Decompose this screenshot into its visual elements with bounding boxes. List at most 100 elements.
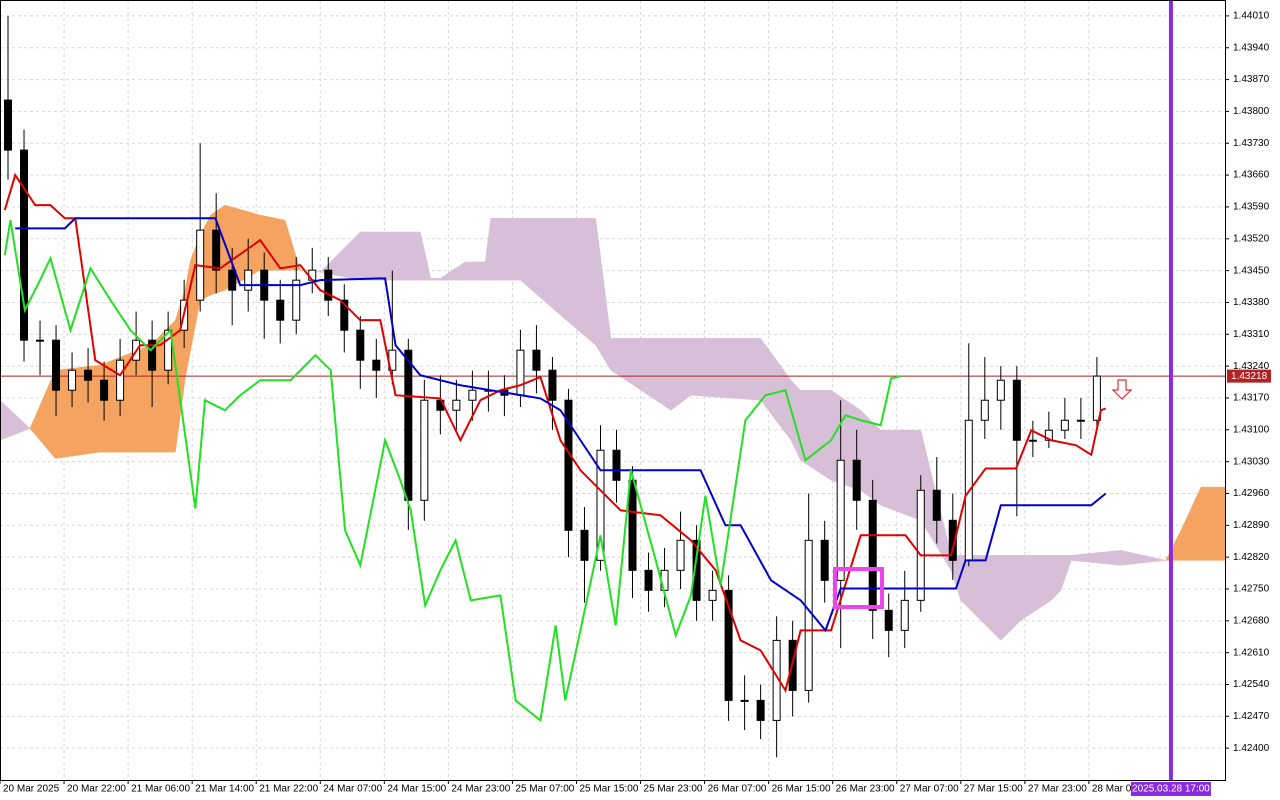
x-tick-label: 25 Mar 15:00 [579,784,638,795]
candle-body [916,489,925,601]
y-tick-label: 1.43310 [1233,329,1270,340]
y-tick-label: 1.42400 [1233,743,1270,754]
candle-body [996,379,1005,401]
y-tick-label: 1.43240 [1233,361,1270,372]
candle-body [852,459,861,501]
highlight-box [833,567,884,609]
axes: 1.44010 1.43940 1.43870 1.43800 1.43730 1.436… [0,11,1271,796]
candle-body [596,449,605,561]
bid-label-box [1227,369,1271,383]
x-tick-label: 20 Mar 2025 [3,784,60,795]
candle-body [404,349,413,501]
x-tick-label: 26 Mar 07:00 [708,784,767,795]
candle-body [564,399,573,531]
y-tick-label: 1.42610 [1233,647,1270,658]
candle-body [676,539,685,571]
candle-body [948,519,957,561]
x-tick-label: 21 Mar 22:00 [259,784,318,795]
x-tick-label: 25 Mar 07:00 [515,784,574,795]
candle-body [324,269,333,301]
y-tick-label: 1.42680 [1233,615,1270,626]
indicator-line [3,219,901,723]
candle-body [980,399,989,421]
candle-body [932,489,941,521]
y-tick-label: 1.43940 [1233,42,1270,53]
y-tick-label: 1.42820 [1233,552,1270,563]
x-tick-label: 24 Mar 07:00 [323,784,382,795]
candle-body [4,99,13,151]
candle-body [516,349,525,396]
indicator-lines [3,172,1107,723]
x-tick-label: 26 Mar 15:00 [772,784,831,795]
candle-body [276,299,285,321]
y-tick-label: 1.42960 [1233,488,1270,499]
x-tick-label: 20 Mar 22:00 [67,784,126,795]
candle-body [692,539,701,601]
y-tick-label: 1.43660 [1233,170,1270,181]
y-tick-label: 1.43730 [1233,138,1270,149]
y-tick-label: 1.43870 [1233,74,1270,85]
y-tick-label: 1.43170 [1233,393,1270,404]
x-tick-label: 21 Mar 06:00 [131,784,190,795]
x-tick-label: 28 Mar 07:00 [1092,784,1151,795]
candle-body [340,299,349,331]
candle-body [420,399,429,501]
candle-body [644,569,653,591]
candle-body [724,589,733,701]
y-tick-label: 1.43030 [1233,456,1270,467]
candle-body [740,699,749,702]
candle-body [1012,379,1021,441]
cloud [0,399,31,441]
candle-body [468,389,477,401]
y-tick-label: 1.42750 [1233,584,1270,595]
y-tick-label: 1.42540 [1233,679,1270,690]
candle-body [148,339,157,371]
x-tick-label: 27 Mar 07:00 [900,784,959,795]
time-label: 2025.03.28 17:00 [1132,784,1210,795]
x-tick-label: 24 Mar 15:00 [387,784,446,795]
candles [4,15,1101,758]
candle-body [628,479,637,571]
time-label-box [1130,782,1211,796]
candle-body [164,329,173,371]
candle-body [36,339,45,342]
candle-body [708,589,717,601]
x-tick-label: 21 Mar 14:00 [195,784,254,795]
x-tick-label: 27 Mar 23:00 [1028,784,1087,795]
candle-body [756,699,765,721]
x-tick-label: 25 Mar 23:00 [644,784,703,795]
x-tick-label: 27 Mar 15:00 [964,784,1023,795]
y-tick-label: 1.43380 [1233,297,1270,308]
candle-body [452,399,461,411]
candle-body [68,369,77,391]
candle-body [212,229,221,271]
y-tick-label: 1.44010 [1233,11,1270,22]
candle-body [1060,419,1069,431]
candle-body [900,599,909,631]
candle-body [580,529,589,561]
y-tick-label: 1.43800 [1233,106,1270,117]
candle-body [612,449,621,481]
candle-body [372,359,381,371]
y-tick-label: 1.43520 [1233,233,1270,244]
x-tick-label: 26 Mar 23:00 [836,784,895,795]
candle-body [868,499,877,611]
candle-body [1028,439,1037,442]
candle-body [52,339,61,391]
y-tick-label: 1.42470 [1233,711,1270,722]
candle-body [228,269,237,291]
candle-body [116,359,125,401]
candle-body [548,369,557,401]
candle-body [820,539,829,581]
candle-body [20,149,29,341]
candle-body [836,459,845,581]
y-tick-label: 1.43100 [1233,424,1270,435]
candle-body [1092,375,1101,421]
candle-body [532,349,541,371]
candle-body [884,609,893,631]
x-tick-label: 24 Mar 23:00 [451,784,510,795]
y-tick-label: 1.42890 [1233,520,1270,531]
y-tick-label: 1.43450 [1233,265,1270,276]
